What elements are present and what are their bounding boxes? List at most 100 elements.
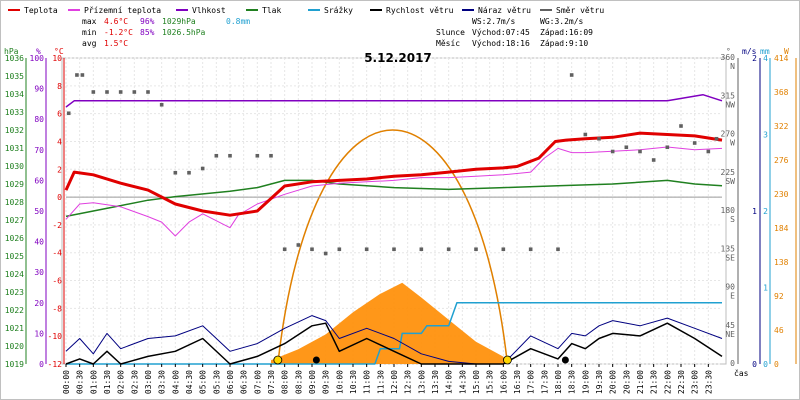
- axis-ms-tick: 1: [752, 207, 757, 216]
- stat-max-temp: 4.6°C: [104, 17, 128, 26]
- axis-percent-tick: 40: [34, 238, 44, 247]
- axis-direction-name: NE: [725, 330, 735, 339]
- axis-watt-unit: W: [784, 47, 789, 56]
- x-tick-label: 04:30: [185, 370, 194, 394]
- stat-max-press: 1029hPa: [162, 17, 196, 26]
- x-tick-label: 14:30: [458, 370, 467, 394]
- axis-mm-tick: 1: [763, 284, 768, 293]
- wind-direction-point: [173, 170, 178, 175]
- axis-watt-tick: 0: [774, 360, 779, 369]
- x-tick-label: 00:30: [76, 370, 85, 394]
- axis-direction-name: SE: [725, 253, 735, 262]
- axis-percent-tick: 100: [30, 54, 45, 63]
- legend-label: Náraz větru: [478, 6, 531, 15]
- axis-mm-tick: 4: [763, 54, 768, 63]
- x-tick-label: 18:00: [554, 370, 563, 394]
- legend-label: Vlhkost: [192, 6, 226, 15]
- axis-mm-tick: 0: [763, 360, 768, 369]
- wind-direction-point: [597, 136, 601, 141]
- info-moon-label: Měsíc: [436, 39, 460, 48]
- wind-direction-point: [214, 153, 219, 158]
- x-tick-label: 17:00: [527, 370, 536, 394]
- x-tick-label: 12:30: [404, 370, 413, 394]
- info-sunrise: Východ:07:45: [472, 28, 530, 37]
- series-naraz-vetru: [65, 315, 723, 365]
- x-tick-label: 19:00: [581, 370, 590, 394]
- axis-direction-tick: 180: [721, 206, 736, 215]
- x-tick-label: 22:30: [677, 370, 686, 394]
- wind-direction-point: [105, 90, 109, 94]
- axis-hpa-tick: 1021: [5, 324, 24, 333]
- axis-direction-name: SW: [725, 177, 735, 186]
- axis-direction-tick: 225: [721, 168, 736, 177]
- axis-celsius-tick: -2: [52, 221, 62, 230]
- axis-direction-tick: 315: [721, 91, 736, 100]
- stat-max-hum: 96%: [140, 17, 155, 26]
- axis-hpa-tick: 1020: [5, 342, 24, 351]
- wind-direction-point: [323, 251, 328, 256]
- wind-direction-point: [665, 145, 670, 150]
- axis-direction-tick: 360: [721, 53, 736, 62]
- axis-hpa-tick: 1034: [5, 90, 24, 99]
- wind-direction-point: [679, 124, 683, 128]
- axis-ms-unit: m/s: [742, 47, 757, 56]
- axis-celsius-tick: 8: [57, 82, 62, 91]
- axis-watt-tick: 322: [774, 122, 789, 131]
- legend-label: Směr větru: [556, 6, 604, 15]
- x-tick-label: 23:30: [704, 370, 713, 394]
- axis-hpa-tick: 1031: [5, 144, 24, 153]
- x-tick-label: 13:30: [431, 370, 440, 394]
- wind-direction-point: [146, 90, 150, 94]
- x-tick-label: 00:00: [62, 370, 71, 394]
- x-tick-label: 11:00: [363, 370, 372, 394]
- axis-hpa-tick: 1024: [5, 270, 24, 279]
- x-axis-label: čas: [734, 368, 749, 378]
- x-tick-label: 06:30: [240, 370, 249, 394]
- wind-direction-point: [501, 247, 506, 252]
- stat-min-press: 1026.5hPa: [162, 28, 206, 37]
- axis-celsius-tick: -10: [48, 332, 63, 341]
- axis-hpa-tick: 1019: [5, 360, 24, 369]
- axis-watt-tick: 276: [774, 156, 789, 165]
- axis-celsius-tick: -8: [52, 304, 62, 313]
- x-tick-label: 10:30: [349, 370, 358, 394]
- x-tick-label: 02:30: [130, 370, 139, 394]
- wind-direction-point: [446, 247, 451, 252]
- sun-moon-markers: [273, 355, 569, 365]
- wind-direction-point: [624, 145, 629, 150]
- x-tick-label: 20:00: [609, 370, 618, 394]
- moon-marker: [312, 356, 320, 364]
- max-radiation-curve: [277, 129, 509, 365]
- wind-direction-point: [91, 90, 96, 94]
- axis-direction-tick: 0: [730, 359, 735, 368]
- x-axis-ticks: 00:00 00:30 01:00 01:30 02:00 02:30 03:00 03:30…: [62, 364, 713, 394]
- axis-percent-tick: 90: [34, 85, 44, 94]
- axis-direction-tick: 135: [721, 244, 736, 253]
- wind-direction-point: [392, 247, 396, 252]
- series-vlhkost: [65, 93, 723, 108]
- x-tick-label: 04:00: [171, 370, 180, 394]
- wind-direction-point: [474, 247, 478, 252]
- wind-direction-point: [228, 153, 232, 158]
- axis-celsius-tick: 2: [57, 165, 62, 174]
- x-tick-label: 21:30: [650, 370, 659, 394]
- x-tick-label: 09:30: [322, 370, 331, 394]
- axis-hpa-tick: 1032: [5, 126, 24, 135]
- axis-direction-name: W: [730, 139, 735, 148]
- wind-direction-point: [75, 73, 79, 77]
- axes: hPa1036103510341033103210311030102910281…: [4, 47, 797, 369]
- axis-direction-name: E: [730, 292, 735, 301]
- wind-direction-point: [80, 73, 85, 77]
- x-tick-label: 07:00: [253, 370, 262, 394]
- x-tick-label: 02:00: [117, 370, 126, 394]
- info-moonrise: Východ:18:16: [472, 39, 530, 48]
- axis-direction-name: NW: [725, 100, 735, 109]
- x-tick-label: 03:30: [158, 370, 167, 394]
- legend: Teplota Přízemní teplota Vlhkost Tlak Srážky…: [8, 6, 604, 15]
- wind-direction-point: [569, 73, 574, 77]
- axis-celsius-unit: °C: [54, 47, 64, 56]
- info-wg: WG:3.2m/s: [540, 17, 584, 26]
- wind-direction-point: [364, 247, 369, 252]
- info-sunset: Západ:16:09: [540, 28, 593, 37]
- wind-direction-point: [528, 247, 533, 252]
